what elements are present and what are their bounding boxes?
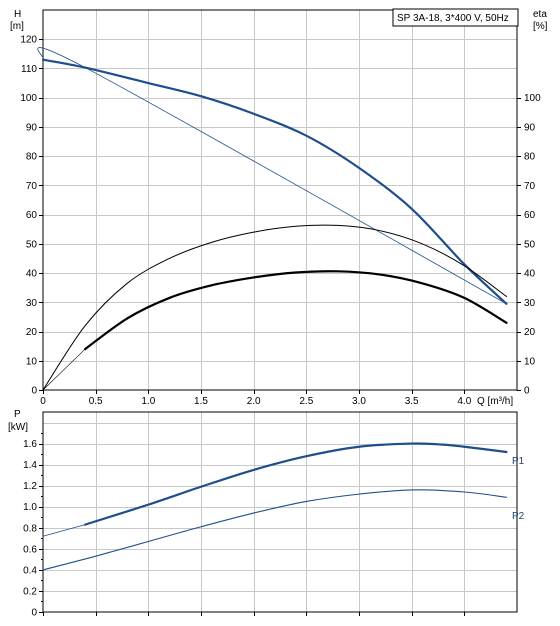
y-right-tick-label: 0 [524, 386, 530, 397]
top-series-line-4 [42, 348, 86, 391]
p2-curve-label: P2 [512, 511, 525, 522]
p-tick-label: 1.0 [23, 502, 37, 513]
bottom-ylabel-line2: [kW] [8, 422, 28, 433]
x-tick-label: 0 [40, 396, 46, 407]
y-left-tick-label: 10 [26, 356, 38, 367]
y-left-tick-label: 70 [26, 181, 38, 192]
top-series-line-3 [84, 270, 508, 351]
x-tick-label: 0.5 [89, 396, 103, 407]
chart-title-box [392, 8, 519, 27]
y-left-tick-label: 50 [26, 239, 38, 250]
x-tick-label: 1.5 [194, 396, 208, 407]
y-right-tick-label: 40 [524, 269, 536, 280]
top-right-ylabel-line1: eta [533, 9, 547, 20]
top-left-ylabel-line1: H [14, 9, 21, 20]
y-right-tick-label: 20 [524, 327, 536, 338]
top-series-line-0 [41, 58, 508, 305]
p-tick-label: 1.6 [23, 439, 37, 450]
top-axis-ticks: 0 0.5 1.0 1.5 2.0 2.5 3.0 3.5 4.0 0 10 20 30 40 50 60 70… [20, 35, 541, 407]
y-left-tick-label: 90 [26, 122, 38, 133]
p-tick-label: 1.2 [23, 481, 37, 492]
p-tick-label: 1.4 [23, 460, 37, 471]
y-left-tick-label: 20 [26, 327, 38, 338]
p-tick-label: 0.2 [23, 586, 37, 597]
y-right-tick-label: 80 [524, 152, 536, 163]
x-tick-label: 3.5 [405, 396, 419, 407]
chart-title: SP 3A-18, 3*400 V, 50Hz [397, 13, 509, 24]
head-efficiency-panel: 0 0.5 1.0 1.5 2.0 2.5 3.0 3.5 4.0 0 10 20 30 40 50 60 70… [10, 8, 548, 407]
top-left-ylabel-line2: [m] [10, 21, 24, 32]
x-axis-label: Q [m³/h] [477, 396, 513, 407]
y-left-tick-label: 80 [26, 152, 38, 163]
y-right-tick-label: 90 [524, 122, 536, 133]
x-tick-label: 2.0 [247, 396, 261, 407]
y-right-tick-label: 30 [524, 298, 536, 309]
x-tick-label: 2.5 [299, 396, 313, 407]
y-right-tick-label: 10 [524, 356, 536, 367]
y-right-tick-label: 60 [524, 210, 536, 221]
top-series-line-1 [37, 47, 507, 305]
y-left-tick-label: 120 [20, 35, 37, 46]
bottom-axis-ticks: 0 0.2 0.4 0.6 0.8 1.0 1.2 1.4 1.6 [23, 433, 465, 619]
y-left-tick-label: 60 [26, 210, 38, 221]
bottom-plot-frame [42, 411, 518, 613]
x-tick-label: 4.0 [457, 396, 471, 407]
top-series-line-2 [42, 224, 507, 391]
y-left-tick-label: 100 [20, 93, 37, 104]
y-right-tick-label: 100 [524, 93, 541, 104]
y-right-tick-label: 70 [524, 181, 536, 192]
bottom-grid [43, 412, 517, 612]
p-tick-label: 0 [31, 608, 37, 619]
bottom-series-line-2 [42, 489, 508, 571]
p1-curve-label: P1 [512, 456, 525, 467]
p-tick-label: 0.4 [23, 565, 37, 576]
y-left-tick-label: 110 [21, 64, 37, 75]
bottom-ylabel-line1: P [14, 409, 21, 420]
bottom-curves [42, 442, 508, 571]
x-tick-label: 3.0 [352, 396, 366, 407]
top-right-ylabel-line2: [%] [533, 21, 548, 32]
bottom-series-line-1 [42, 524, 86, 537]
p-tick-label: 0.8 [23, 523, 37, 534]
top-grid [43, 10, 517, 390]
x-tick-label: 1.0 [141, 396, 155, 407]
top-plot-frame [42, 9, 518, 391]
y-right-tick-label: 50 [524, 239, 536, 250]
y-left-tick-label: 0 [31, 386, 37, 397]
p-tick-label: 0.6 [23, 544, 37, 555]
y-left-tick-label: 40 [26, 269, 38, 280]
top-curves [37, 47, 508, 391]
y-left-tick-label: 30 [26, 298, 38, 309]
power-panel: 0 0.2 0.4 0.6 0.8 1.0 1.2 1.4 1.6 P [kW] P1 P2 [8, 409, 525, 619]
bottom-series-line-0 [84, 442, 508, 526]
